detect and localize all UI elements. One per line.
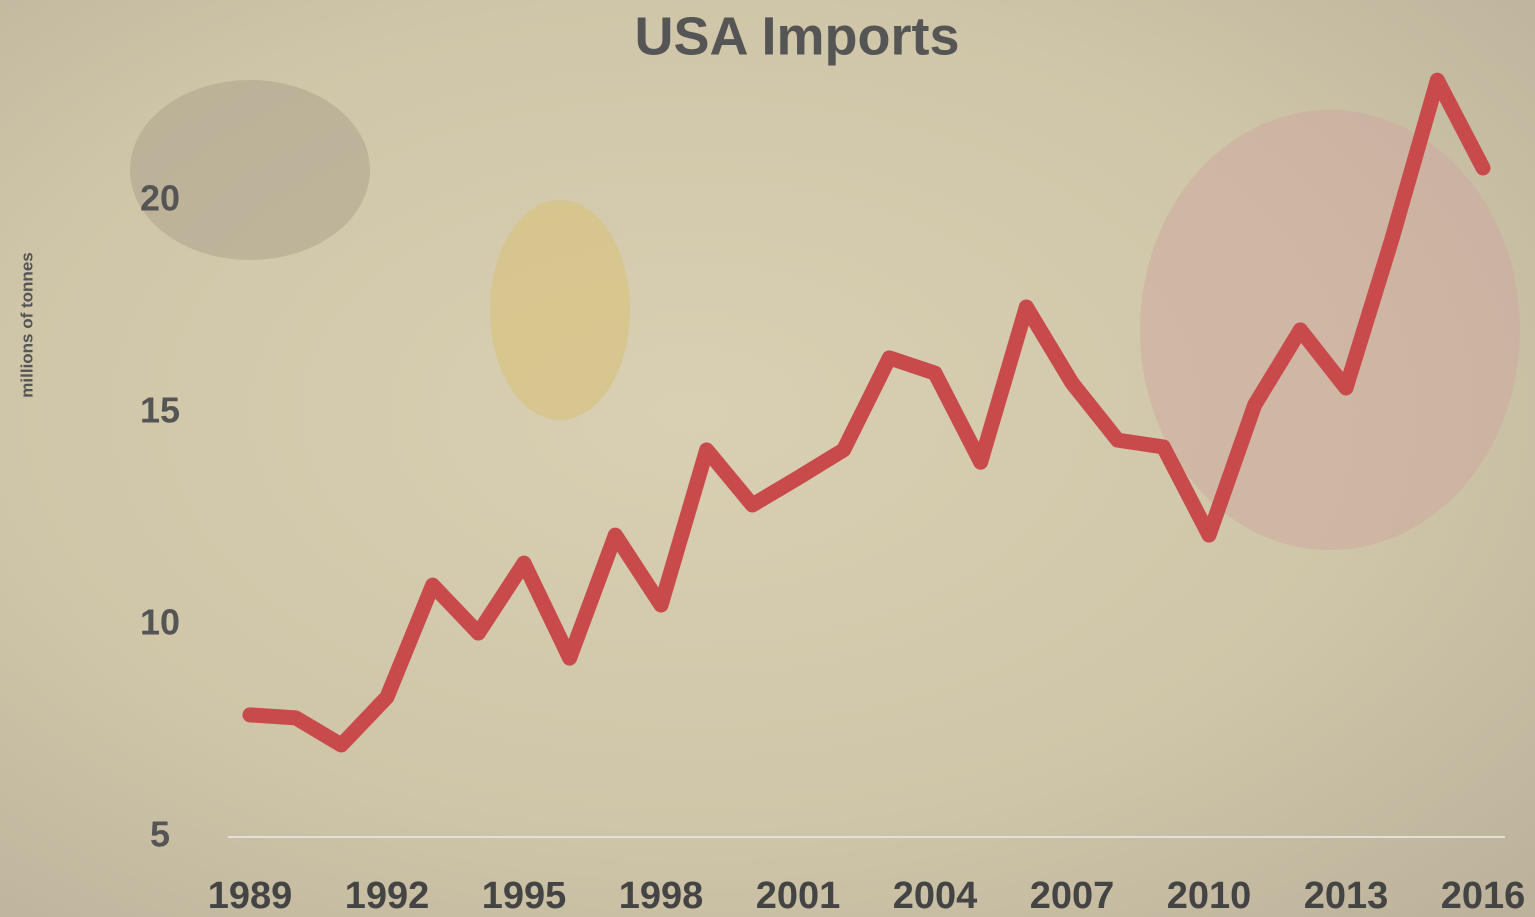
background-shape bbox=[130, 80, 370, 260]
background-shape bbox=[490, 200, 630, 420]
y-tick-label: 5 bbox=[150, 814, 170, 855]
background-shape bbox=[1140, 110, 1520, 550]
x-tick-label: 1989 bbox=[208, 875, 293, 917]
x-tick-label: 1998 bbox=[619, 875, 704, 917]
line-series bbox=[242, 72, 1491, 753]
x-tick-label: 2007 bbox=[1030, 875, 1115, 917]
chart-title: USA Imports bbox=[634, 6, 959, 66]
y-axis-label: millions of tonnes bbox=[17, 252, 36, 397]
y-tick-label: 10 bbox=[140, 602, 180, 643]
x-tick-label: 2016 bbox=[1441, 875, 1526, 917]
x-tick-label: 1995 bbox=[482, 875, 567, 917]
x-tick-label: 2013 bbox=[1304, 875, 1389, 917]
y-tick-label: 15 bbox=[140, 390, 180, 431]
x-tick-label: 2004 bbox=[893, 875, 978, 917]
y-tick-label: 20 bbox=[140, 178, 180, 219]
x-tick-label: 2001 bbox=[756, 875, 841, 917]
x-tick-label: 2010 bbox=[1167, 875, 1252, 917]
x-tick-label: 1992 bbox=[345, 875, 430, 917]
